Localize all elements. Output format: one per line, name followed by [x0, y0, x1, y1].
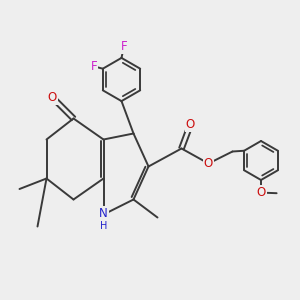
Text: N: N — [99, 207, 108, 220]
Text: O: O — [204, 157, 213, 170]
Text: H: H — [100, 221, 107, 231]
Text: O: O — [186, 118, 195, 131]
Text: F: F — [121, 40, 127, 53]
Text: O: O — [48, 91, 57, 104]
Text: F: F — [91, 60, 97, 73]
Text: O: O — [256, 186, 266, 199]
